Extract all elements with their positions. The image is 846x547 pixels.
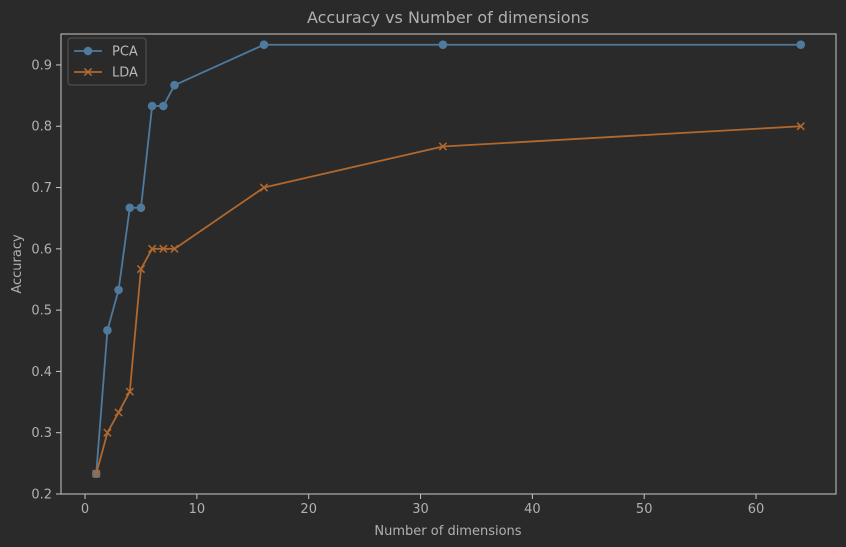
plot-area-frame xyxy=(60,33,837,495)
legend-label-pca: PCA xyxy=(112,45,138,60)
data-point-lda xyxy=(136,264,146,274)
y-tick-label: 0.5 xyxy=(31,304,52,319)
data-point-lda xyxy=(147,244,157,253)
legend-label-lda: LDA xyxy=(112,66,138,81)
x-axis-label: Number of dimensions xyxy=(374,524,521,539)
y-tick-label: 0.6 xyxy=(31,242,52,257)
x-axis-ticks: 0 10 20 30 40 50 60 xyxy=(81,494,764,517)
data-point-pca xyxy=(796,40,806,50)
x-tick-label: 60 xyxy=(748,502,765,517)
data-point-pca xyxy=(136,203,146,213)
chart-title: Accuracy vs Number of dimensions xyxy=(307,8,589,27)
data-point-pca xyxy=(259,40,269,50)
data-point-pca xyxy=(147,101,157,111)
legend-marker-lda xyxy=(83,67,93,77)
y-tick-label: 0.7 xyxy=(31,181,52,196)
y-tick-label: 0.3 xyxy=(31,426,52,441)
legend: PCA LDA xyxy=(67,37,147,86)
legend-entry-pca: PCA xyxy=(74,45,138,60)
y-axis-label: Accuracy xyxy=(10,234,25,294)
data-point-lda xyxy=(259,183,269,192)
x-tick-label: 40 xyxy=(524,502,541,517)
x-tick-label: 10 xyxy=(189,502,206,517)
data-point-lda xyxy=(796,122,805,131)
data-point-pca xyxy=(125,203,135,213)
data-point-lda xyxy=(114,408,123,417)
y-tick-label: 0.8 xyxy=(31,120,52,135)
x-tick-label: 50 xyxy=(636,502,653,517)
series-layer xyxy=(91,40,806,479)
data-point-lda xyxy=(170,244,179,253)
data-point-pca xyxy=(438,40,448,50)
legend-marker-pca xyxy=(83,46,93,56)
y-tick-label: 0.4 xyxy=(31,365,52,380)
data-point-pca xyxy=(159,101,168,111)
data-point-lda xyxy=(92,469,101,478)
x-tick-label: 30 xyxy=(412,502,429,517)
data-point-lda xyxy=(159,244,168,253)
data-point-lda xyxy=(125,387,134,396)
x-tick-label: 0 xyxy=(81,502,89,517)
data-point-pca xyxy=(114,285,123,295)
x-tick-label: 20 xyxy=(300,502,317,517)
data-point-lda xyxy=(103,428,112,437)
y-axis-ticks: 0.2 0.3 0.4 0.5 0.6 0.7 0.8 0.9 xyxy=(31,58,61,503)
series-lda xyxy=(92,122,805,478)
y-tick-label: 0.9 xyxy=(31,58,52,73)
data-point-pca xyxy=(103,326,112,335)
legend-entry-lda: LDA xyxy=(74,66,138,81)
data-point-pca xyxy=(170,80,179,90)
y-tick-label: 0.2 xyxy=(31,488,52,503)
data-point-lda xyxy=(438,142,448,151)
